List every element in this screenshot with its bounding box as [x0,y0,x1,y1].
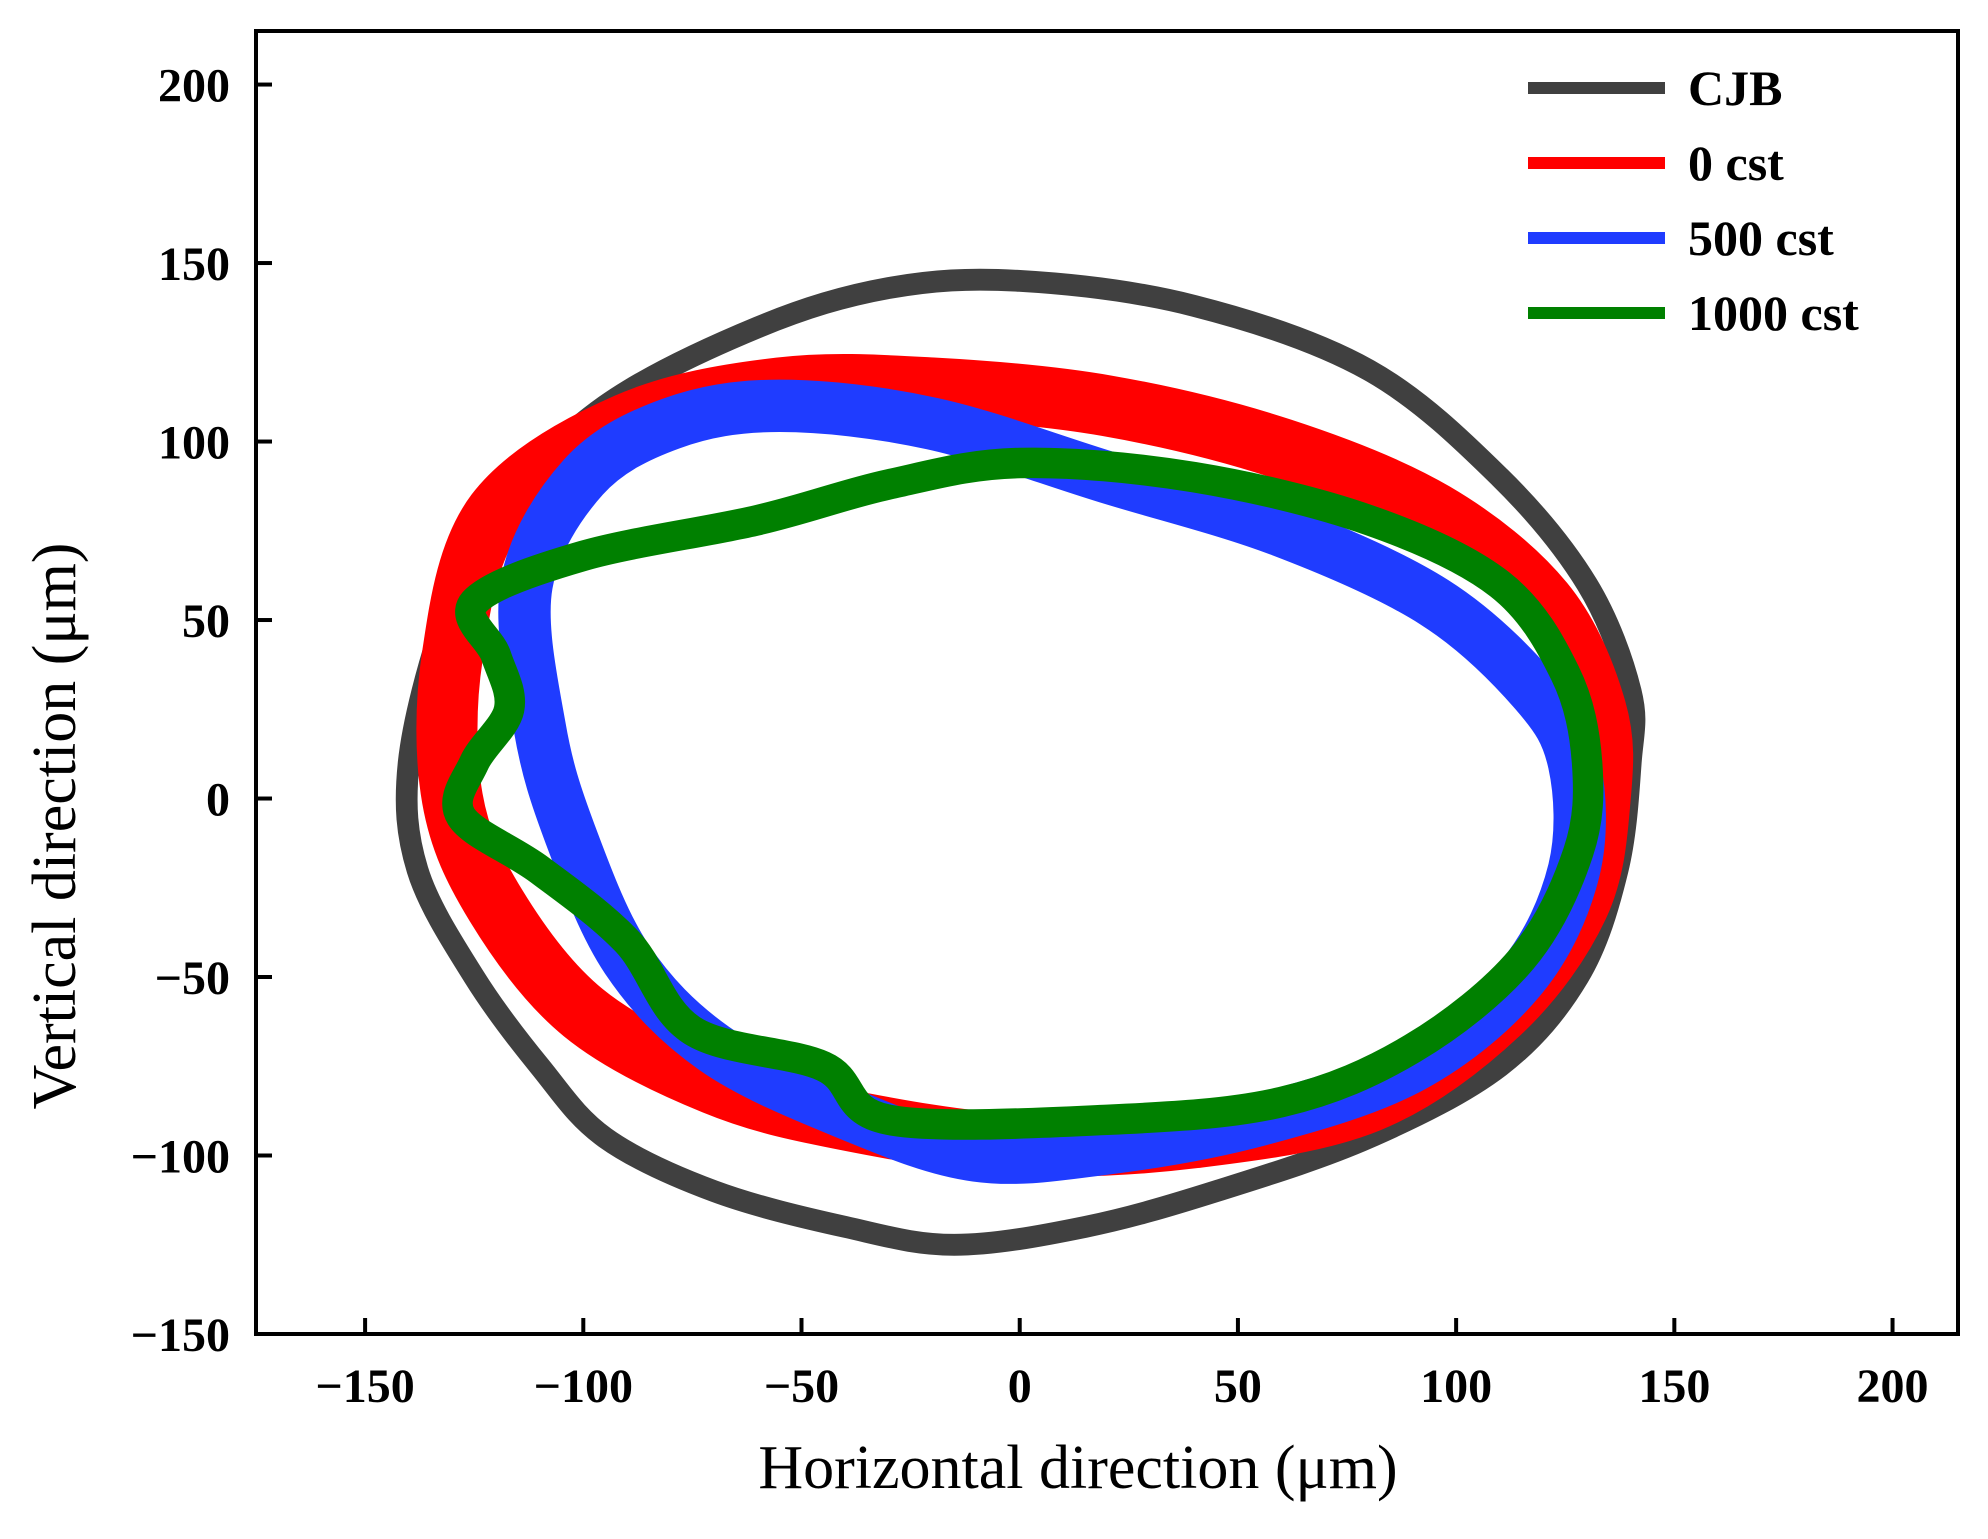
legend-label-cjb: CJB [1688,60,1782,116]
x-axis-ticks: −150 −100 −50 0 50 100 150 200 [315,1318,1929,1413]
y-tick-label: 200 [158,60,230,113]
y-tick-label: 100 [158,417,230,470]
x-tick-label: −50 [764,1360,839,1413]
y-tick-label: −150 [131,1309,230,1362]
legend-label-1000-cst: 1000 cst [1688,285,1859,341]
x-tick-label: 200 [1857,1360,1929,1413]
y-tick-label: 150 [158,238,230,291]
legend-label-500-cst: 500 cst [1688,210,1834,266]
x-tick-label: −100 [534,1360,633,1413]
x-tick-label: 150 [1638,1360,1710,1413]
series-500-cst-line [498,379,1606,1184]
legend-label-0-cst: 0 cst [1688,135,1784,191]
x-axis-label: Horizontal direction (μm) [758,1434,1397,1502]
x-tick-label: −150 [315,1360,414,1413]
y-tick-label: 50 [182,595,230,648]
series-layer [395,268,1646,1256]
y-axis-ticks: −150 −100 −50 0 50 100 150 200 [131,60,272,1362]
y-tick-label: 0 [206,774,230,827]
y-axis-label: Vertical direction (μm) [21,543,89,1110]
y-tick-label: −50 [155,952,230,1005]
series-1000-cst-line [442,447,1604,1140]
x-tick-label: 50 [1214,1360,1262,1413]
x-tick-label: 0 [1008,1360,1032,1413]
legend: CJB 0 cst 500 cst 1000 cst [1528,60,1859,341]
plot-frame [254,29,1960,1336]
x-tick-label: 100 [1420,1360,1492,1413]
y-tick-label: −100 [131,1131,230,1184]
